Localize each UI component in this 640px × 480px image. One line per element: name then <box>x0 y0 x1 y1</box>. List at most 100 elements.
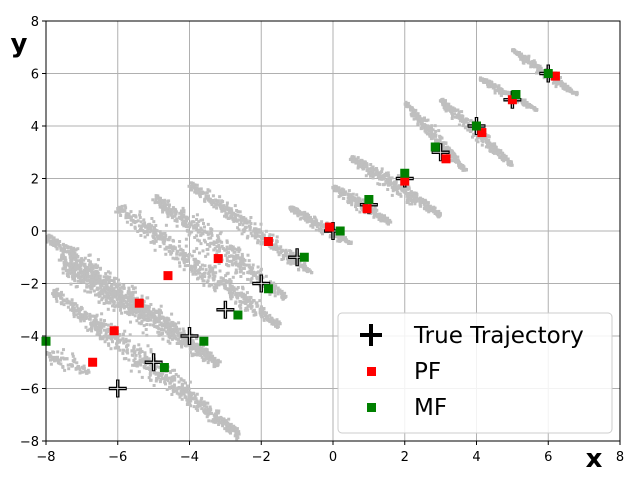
particle <box>181 341 185 345</box>
particle <box>245 291 249 295</box>
particle <box>194 407 198 411</box>
particle <box>208 189 212 193</box>
mf-point <box>511 90 521 99</box>
particle-cloud <box>57 253 222 369</box>
particle <box>211 199 215 202</box>
particle <box>374 168 378 172</box>
particle <box>137 224 141 228</box>
particle <box>85 315 89 319</box>
particle <box>199 399 203 403</box>
particle <box>317 227 321 231</box>
particle <box>205 405 209 409</box>
particle <box>276 325 280 329</box>
particle <box>141 224 144 228</box>
particle <box>165 316 169 320</box>
particle <box>356 163 360 167</box>
particle <box>453 155 457 159</box>
particle <box>151 315 154 319</box>
particle <box>575 91 579 95</box>
particle <box>256 234 260 238</box>
particle <box>571 90 575 94</box>
particle <box>500 93 503 97</box>
particle <box>175 325 178 329</box>
particle <box>205 415 209 419</box>
particle <box>394 188 397 191</box>
particle <box>148 230 152 234</box>
particle <box>311 225 315 229</box>
particle <box>78 276 82 280</box>
particle <box>342 238 346 241</box>
particle <box>50 357 54 361</box>
particle <box>233 247 237 251</box>
particle <box>170 332 174 336</box>
particle <box>108 291 112 295</box>
particle <box>170 385 174 389</box>
particle <box>159 378 163 381</box>
particle <box>500 158 504 162</box>
particle <box>461 124 465 128</box>
x-tick-labels: −8 −6 −4 −2 0 2 4 6 8 <box>36 441 624 465</box>
particle <box>107 286 111 290</box>
mf-point <box>543 69 553 78</box>
particle <box>104 298 108 302</box>
particle <box>516 53 520 56</box>
particle <box>68 264 72 268</box>
particle <box>87 253 91 257</box>
particle <box>429 206 433 210</box>
particle <box>490 85 494 88</box>
particle <box>173 210 177 214</box>
particle <box>85 285 89 289</box>
mf-point <box>364 195 374 204</box>
particle <box>198 195 202 199</box>
particle <box>165 388 169 391</box>
particle <box>76 247 80 251</box>
particle <box>92 289 96 293</box>
particle <box>227 206 231 210</box>
particle <box>120 311 124 315</box>
particle <box>493 85 497 89</box>
particle <box>130 296 134 300</box>
particle <box>218 360 222 364</box>
particle <box>491 148 495 152</box>
particle <box>51 239 55 243</box>
particle <box>361 167 365 171</box>
particle <box>337 195 341 199</box>
particle <box>181 252 185 256</box>
particle <box>497 150 501 154</box>
particle <box>116 210 120 214</box>
y-tick-label: −8 <box>20 435 39 450</box>
particle <box>406 187 410 191</box>
particle <box>197 228 201 232</box>
particle <box>138 213 142 217</box>
series-pf <box>88 71 560 367</box>
particle <box>106 334 110 338</box>
particle <box>249 271 253 275</box>
particle <box>143 362 147 366</box>
particle <box>168 330 172 334</box>
particle <box>451 114 454 118</box>
particle <box>169 213 173 217</box>
particle <box>252 299 256 303</box>
particle <box>218 249 221 253</box>
particle <box>495 152 499 156</box>
particle <box>99 286 103 289</box>
particle <box>73 357 77 361</box>
particle <box>360 163 364 167</box>
particle <box>242 216 246 219</box>
particle <box>568 86 572 90</box>
particle <box>235 427 239 431</box>
particle <box>298 217 302 221</box>
particle <box>71 309 75 312</box>
particle <box>125 220 129 224</box>
particle <box>170 251 174 255</box>
particle <box>108 301 111 305</box>
particle <box>203 229 206 233</box>
particle <box>78 317 82 321</box>
particle <box>75 285 79 288</box>
particle <box>243 293 247 297</box>
particle <box>555 81 559 85</box>
particle <box>268 320 272 324</box>
particle <box>422 200 426 204</box>
particle <box>167 249 171 253</box>
particle <box>160 233 164 237</box>
